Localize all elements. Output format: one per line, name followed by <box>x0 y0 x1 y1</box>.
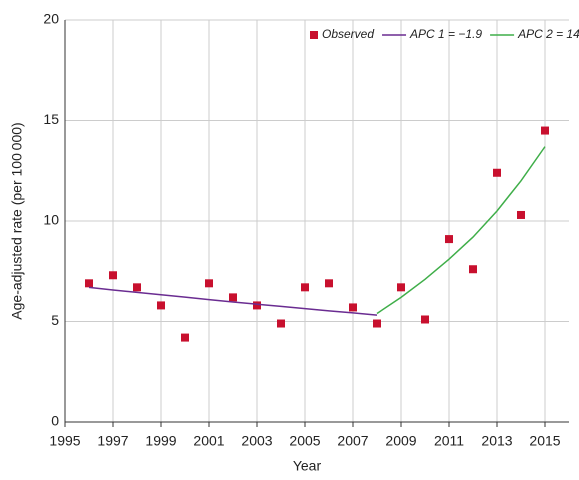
data-point <box>133 283 141 292</box>
data-point <box>349 303 357 312</box>
x-tick-label: 2011 <box>434 433 464 449</box>
data-point <box>397 283 405 292</box>
legend-marker <box>310 31 318 39</box>
y-tick-label: 20 <box>43 11 59 27</box>
x-tick-label: 2009 <box>385 433 416 449</box>
data-point <box>277 319 285 328</box>
data-point <box>493 168 501 177</box>
legend-label: APC 2 = 14.3* <box>517 27 579 41</box>
data-point <box>157 301 165 310</box>
x-tick-label: 2003 <box>241 433 272 449</box>
y-tick-label: 15 <box>43 111 59 127</box>
data-point <box>421 315 429 324</box>
y-tick-label: 0 <box>51 413 59 429</box>
trend-line <box>376 146 546 315</box>
x-tick-label: 1997 <box>97 433 128 449</box>
data-point <box>445 235 453 244</box>
y-axis-label: Age-adjusted rate (per 100 000) <box>9 122 25 319</box>
x-tick-label: 2001 <box>193 433 224 449</box>
y-tick-label: 10 <box>43 212 59 228</box>
data-point <box>229 293 237 302</box>
data-point <box>517 210 525 219</box>
x-tick-label: 2013 <box>481 433 512 449</box>
data-point <box>85 279 93 288</box>
data-point <box>301 283 309 292</box>
x-axis-label: Year <box>293 458 322 474</box>
data-point <box>109 271 117 280</box>
legend-label: Observed <box>322 27 374 41</box>
x-tick-label: 1999 <box>145 433 176 449</box>
x-tick-label: 2007 <box>337 433 368 449</box>
x-tick-label: 1995 <box>49 433 80 449</box>
data-point <box>181 333 189 342</box>
x-tick-label: 2005 <box>289 433 320 449</box>
data-point <box>469 265 477 274</box>
y-tick-label: 5 <box>51 312 59 328</box>
data-point <box>541 126 549 135</box>
trend-line <box>88 286 378 316</box>
data-point <box>253 301 261 310</box>
data-point <box>373 319 381 328</box>
data-point <box>205 279 213 288</box>
x-tick-label: 2015 <box>529 433 560 449</box>
data-point <box>325 279 333 288</box>
legend-label: APC 1 = −1.9 <box>409 27 482 41</box>
